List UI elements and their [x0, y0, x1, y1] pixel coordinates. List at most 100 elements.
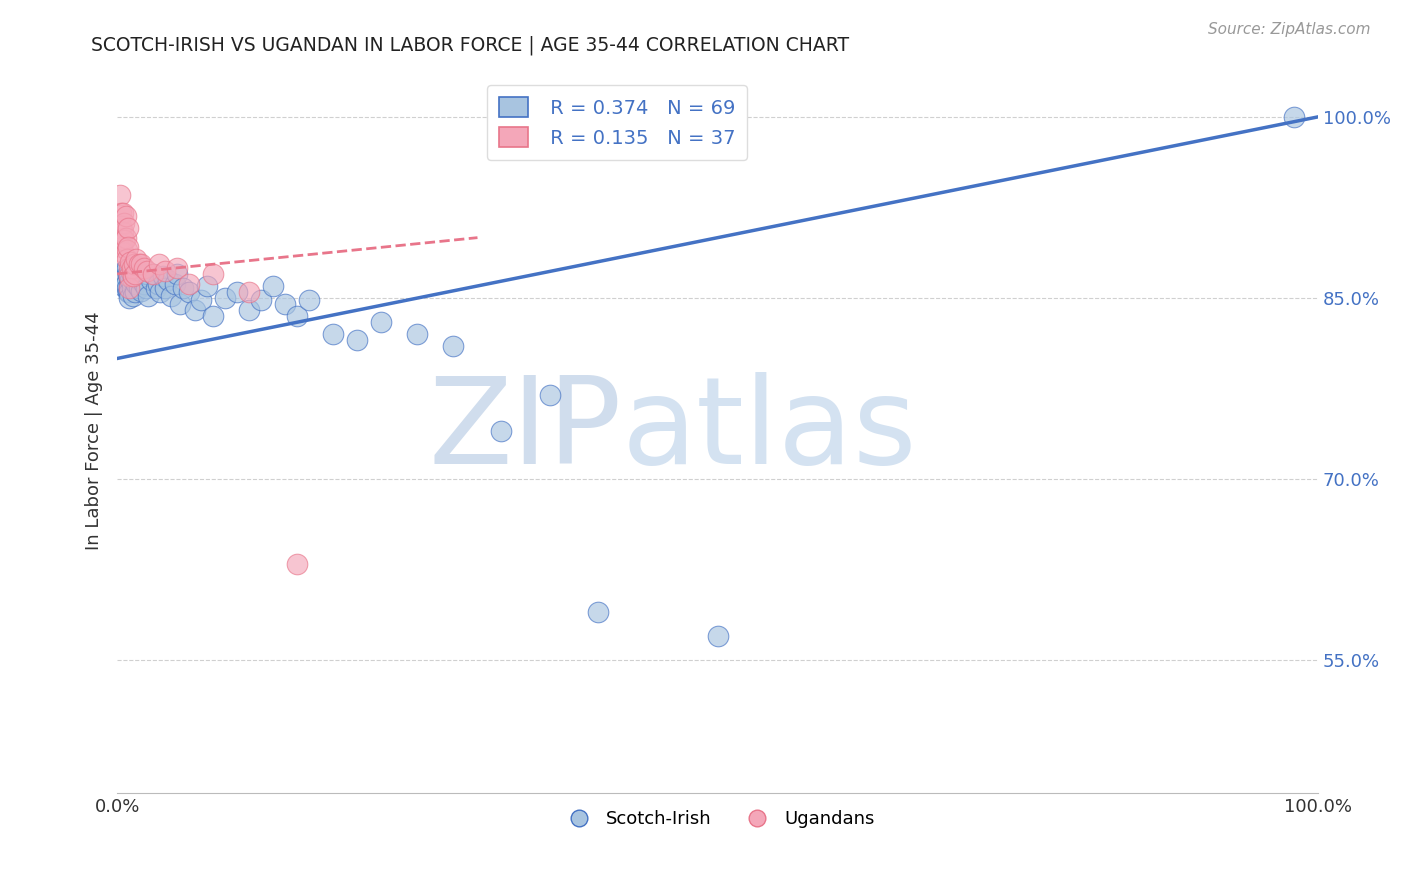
Point	[238, 285, 260, 299]
Point	[166, 260, 188, 275]
Point	[406, 327, 429, 342]
Point	[285, 557, 308, 571]
Point	[115, 281, 138, 295]
Point	[190, 293, 212, 308]
Point	[169, 297, 191, 311]
Point	[112, 225, 135, 239]
Point	[706, 629, 728, 643]
Point	[121, 260, 143, 275]
Point	[121, 281, 143, 295]
Point	[108, 188, 131, 202]
Point	[214, 291, 236, 305]
Legend: Scotch-Irish, Ugandans: Scotch-Irish, Ugandans	[554, 803, 882, 835]
Point	[129, 284, 152, 298]
Point	[117, 267, 139, 281]
Point	[491, 424, 513, 438]
Point	[117, 240, 139, 254]
Point	[195, 279, 218, 293]
Point	[127, 267, 149, 281]
Point	[121, 273, 143, 287]
Point	[129, 273, 152, 287]
Point	[121, 267, 143, 281]
Point	[115, 252, 138, 267]
Point	[156, 273, 179, 287]
Text: ZIP: ZIP	[429, 373, 621, 490]
Point	[146, 277, 169, 291]
Point	[118, 269, 141, 284]
Point	[114, 230, 136, 244]
Point	[149, 285, 172, 299]
Point	[121, 269, 143, 284]
Point	[118, 260, 141, 275]
Point	[298, 293, 321, 308]
Point	[135, 281, 157, 295]
Point	[121, 288, 143, 302]
Point	[148, 257, 170, 271]
Point	[138, 288, 160, 302]
Text: Source: ZipAtlas.com: Source: ZipAtlas.com	[1208, 22, 1371, 37]
Point	[115, 260, 138, 275]
Point	[142, 267, 165, 281]
Point	[111, 230, 134, 244]
Point	[128, 281, 150, 295]
Point	[155, 264, 177, 278]
Point	[152, 269, 174, 284]
Point	[125, 252, 148, 267]
Point	[117, 285, 139, 299]
Point	[112, 216, 135, 230]
Point	[370, 315, 392, 329]
Point	[114, 209, 136, 223]
Point	[128, 257, 150, 271]
Point	[443, 339, 465, 353]
Point	[112, 264, 135, 278]
Point	[118, 281, 141, 295]
Point	[179, 285, 201, 299]
Point	[538, 387, 561, 401]
Point	[112, 267, 135, 281]
Y-axis label: In Labor Force | Age 35-44: In Labor Force | Age 35-44	[86, 311, 103, 550]
Point	[112, 245, 135, 260]
Point	[285, 309, 308, 323]
Point	[238, 303, 260, 318]
Point	[262, 279, 284, 293]
Point	[274, 297, 297, 311]
Point	[114, 277, 136, 291]
Point	[112, 206, 135, 220]
Point	[322, 327, 344, 342]
Point	[112, 233, 135, 247]
Point	[250, 293, 273, 308]
Point	[120, 260, 142, 275]
Point	[110, 206, 132, 220]
Point	[202, 267, 225, 281]
Point	[110, 219, 132, 233]
Point	[132, 260, 155, 275]
Point	[118, 285, 141, 299]
Point	[111, 240, 134, 254]
Point	[117, 221, 139, 235]
Point	[125, 277, 148, 291]
Point	[118, 291, 141, 305]
Point	[129, 257, 152, 271]
Point	[124, 267, 146, 281]
Point	[172, 281, 194, 295]
Point	[122, 260, 145, 275]
Point	[184, 303, 207, 318]
Point	[1282, 110, 1305, 124]
Point	[145, 281, 167, 295]
Point	[118, 279, 141, 293]
Point	[118, 269, 141, 284]
Text: atlas: atlas	[621, 373, 917, 490]
Point	[160, 288, 183, 302]
Point	[124, 269, 146, 284]
Point	[163, 277, 186, 291]
Point	[166, 267, 188, 281]
Point	[179, 277, 201, 291]
Point	[122, 257, 145, 271]
Point	[120, 273, 142, 287]
Point	[136, 267, 159, 281]
Point	[132, 277, 155, 291]
Point	[115, 243, 138, 257]
Point	[129, 267, 152, 281]
Point	[112, 273, 135, 287]
Point	[142, 267, 165, 281]
